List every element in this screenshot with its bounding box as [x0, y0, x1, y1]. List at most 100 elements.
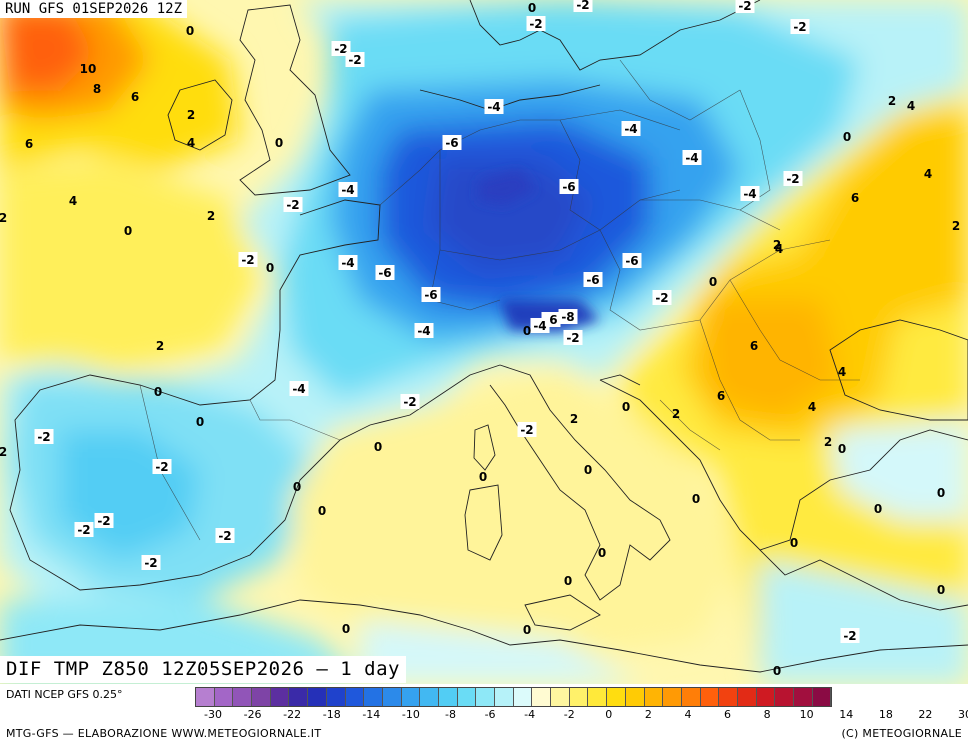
svg-text:0: 0 [937, 583, 945, 597]
color-swatch [644, 688, 664, 706]
svg-text:-4: -4 [487, 100, 500, 114]
svg-text:0: 0 [773, 664, 781, 678]
svg-text:0: 0 [196, 415, 204, 429]
color-swatch [196, 688, 215, 706]
color-swatch [812, 688, 832, 706]
value-label: 0 [275, 136, 283, 150]
svg-text:2: 2 [824, 435, 832, 449]
color-swatch [382, 688, 402, 706]
color-scale-tick-label: 10 [799, 708, 814, 721]
value-label: -2 [74, 522, 94, 537]
value-label: 0 [342, 622, 350, 636]
value-label: 4 [69, 194, 77, 208]
value-label: 2 [773, 238, 781, 252]
svg-text:2: 2 [0, 445, 7, 459]
svg-text:0: 0 [598, 546, 606, 560]
svg-text:-4: -4 [743, 187, 756, 201]
value-label: 4 [838, 365, 846, 379]
value-label: -2 [94, 513, 114, 528]
value-label: 0 [622, 400, 630, 414]
color-swatch [775, 688, 794, 706]
svg-text:-2: -2 [334, 42, 347, 56]
color-swatch [719, 688, 738, 706]
svg-text:-2: -2 [77, 523, 90, 537]
svg-text:-6: -6 [424, 288, 437, 302]
value-label: 2 [0, 445, 7, 459]
value-label: 0 [584, 463, 592, 477]
svg-text:0: 0 [275, 136, 283, 150]
svg-text:0: 0 [692, 492, 700, 506]
value-label: 0 [843, 130, 851, 144]
color-scale-tick-label: -10 [401, 708, 420, 721]
value-label: -2 [563, 330, 583, 345]
value-label: 6 [25, 137, 33, 151]
color-scale-tick-label: 2 [644, 708, 652, 721]
color-swatch [252, 688, 271, 706]
svg-text:0: 0 [186, 24, 194, 38]
value-label: 0 [186, 24, 194, 38]
color-swatch [233, 688, 253, 706]
svg-text:-6: -6 [378, 266, 391, 280]
color-scale-tick-label: 30 [958, 708, 968, 721]
value-label: 4 [187, 136, 195, 150]
value-label: 2 [207, 209, 215, 223]
svg-text:0: 0 [342, 622, 350, 636]
color-swatch [737, 688, 757, 706]
value-label: -2 [215, 528, 235, 543]
svg-text:-2: -2 [403, 395, 416, 409]
value-label: 6 [851, 191, 859, 205]
svg-text:-2: -2 [738, 0, 751, 13]
value-label: 4 [808, 400, 816, 414]
color-scale-tick-label: -26 [243, 708, 262, 721]
value-label: -8 [558, 309, 578, 324]
color-scale-tick-label: 0 [605, 708, 613, 721]
color-scale-tick-label: -14 [362, 708, 381, 721]
value-label: 2 [570, 412, 578, 426]
svg-text:6: 6 [25, 137, 33, 151]
svg-text:-2: -2 [348, 53, 361, 67]
svg-text:0: 0 [709, 275, 717, 289]
svg-text:0: 0 [937, 486, 945, 500]
color-swatch [532, 688, 552, 706]
svg-text:6: 6 [131, 90, 139, 104]
svg-text:-4: -4 [685, 151, 698, 165]
svg-text:0: 0 [790, 536, 798, 550]
credit-right: (C) METEOGIORNALE [841, 727, 962, 740]
color-swatch [457, 688, 477, 706]
color-scale-tick-label: 4 [684, 708, 692, 721]
svg-text:-2: -2 [37, 430, 50, 444]
value-label: 0 [937, 486, 945, 500]
color-swatch [345, 688, 365, 706]
svg-text:2: 2 [570, 412, 578, 426]
svg-text:0: 0 [843, 130, 851, 144]
svg-text:4: 4 [907, 99, 915, 113]
value-label: -4 [338, 255, 358, 270]
color-scale-tick-label: 6 [724, 708, 732, 721]
value-label: -2 [400, 394, 420, 409]
value-label: -4 [621, 121, 641, 136]
svg-text:0: 0 [523, 623, 531, 637]
svg-text:4: 4 [838, 365, 846, 379]
value-label: -2 [141, 555, 161, 570]
value-label: 0 [318, 504, 326, 518]
color-scale-tick-label: -22 [283, 708, 302, 721]
svg-text:2: 2 [952, 219, 960, 233]
value-label: 0 [790, 536, 798, 550]
value-label: -4 [530, 318, 550, 333]
value-label: 2 [187, 108, 195, 122]
svg-text:-2: -2 [529, 17, 542, 31]
value-label: -2 [238, 252, 258, 267]
value-label: -4 [740, 186, 760, 201]
svg-text:2: 2 [888, 94, 896, 108]
svg-text:0: 0 [479, 470, 487, 484]
color-swatch [308, 688, 327, 706]
color-swatch [700, 688, 720, 706]
value-label: -2 [345, 52, 365, 67]
svg-text:-2: -2 [793, 20, 806, 34]
svg-text:0: 0 [124, 224, 132, 238]
value-label: -2 [735, 0, 755, 13]
svg-text:-6: -6 [445, 136, 458, 150]
svg-text:6: 6 [851, 191, 859, 205]
color-swatch [420, 688, 439, 706]
